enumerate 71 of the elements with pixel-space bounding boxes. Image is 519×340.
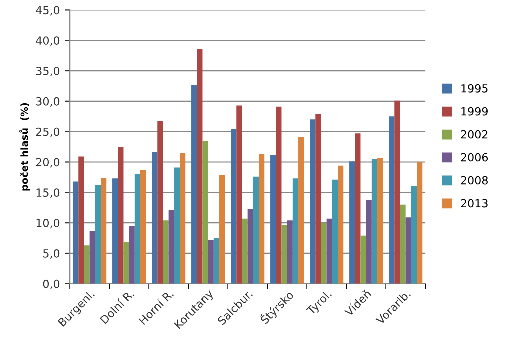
bar <box>134 174 141 284</box>
bar <box>168 210 174 284</box>
bar <box>355 134 361 284</box>
bar <box>253 176 260 284</box>
y-tick-label: 10,0 <box>36 219 60 229</box>
bar <box>394 100 400 284</box>
bar <box>174 168 180 284</box>
bar <box>298 137 304 284</box>
legend-label: 2013 <box>461 199 488 208</box>
bar <box>378 158 384 284</box>
y-tick-label: 20,0 <box>36 158 60 168</box>
bar <box>316 114 322 284</box>
bar <box>152 152 158 284</box>
bar <box>95 185 102 284</box>
y-axis-title: počet hlasů (%) <box>19 103 30 191</box>
bar <box>400 204 406 284</box>
bar <box>84 246 90 284</box>
bar <box>417 162 423 284</box>
bar <box>276 106 282 284</box>
bar <box>282 226 288 284</box>
bar <box>214 238 220 284</box>
y-tick-label: 15,0 <box>36 188 60 198</box>
bar <box>292 178 299 284</box>
y-tick-label: 45,0 <box>36 6 60 16</box>
bar <box>192 85 198 284</box>
y-tick-label: 40,0 <box>36 36 60 46</box>
bar <box>197 49 203 284</box>
bar <box>118 147 124 284</box>
bar <box>321 223 327 284</box>
bar <box>332 180 338 284</box>
bar <box>389 116 395 284</box>
bar <box>163 220 169 284</box>
bar <box>259 154 265 284</box>
y-tick-label: 5,0 <box>44 249 60 259</box>
legend-label: 2008 <box>461 176 488 185</box>
bar <box>90 230 96 284</box>
legend-label: 2006 <box>461 153 488 162</box>
bar <box>338 166 344 284</box>
bar <box>287 220 293 284</box>
legend-label: 1995 <box>462 84 488 93</box>
bar <box>372 159 378 284</box>
bar <box>158 122 164 284</box>
y-tick-label: 30,0 <box>36 97 60 107</box>
bar <box>129 226 135 284</box>
y-tick-label: 35,0 <box>36 66 60 77</box>
bar <box>236 106 242 284</box>
legend-label: 1999 <box>462 107 488 116</box>
bar <box>366 200 372 284</box>
y-tick-label: 0,0 <box>43 280 60 290</box>
bar <box>73 182 79 284</box>
bar <box>242 218 248 284</box>
bar <box>406 218 412 284</box>
bar <box>124 242 130 284</box>
bar <box>112 178 118 284</box>
bar <box>360 236 366 284</box>
bar <box>208 240 214 284</box>
bar <box>202 140 208 284</box>
bar <box>248 209 254 284</box>
bar <box>140 170 146 284</box>
y-tick-label: 25,0 <box>36 128 60 138</box>
bar <box>326 218 332 284</box>
bar <box>78 156 84 284</box>
bar <box>180 153 186 284</box>
bar <box>270 154 276 284</box>
bar <box>101 178 107 284</box>
bar <box>411 186 418 284</box>
bar <box>231 129 237 284</box>
bar <box>350 162 356 284</box>
bar <box>310 120 316 284</box>
bar <box>220 175 226 284</box>
legend-label: 2002 <box>461 130 488 139</box>
